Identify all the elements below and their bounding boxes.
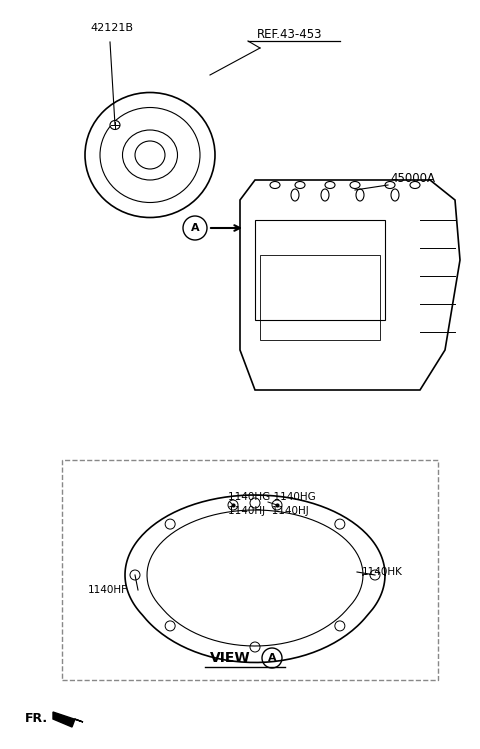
Text: FR.: FR. (25, 712, 48, 724)
Text: 1140HF: 1140HF (88, 585, 128, 595)
Text: 1140HJ  1140HJ: 1140HJ 1140HJ (228, 506, 309, 516)
Text: REF.43-453: REF.43-453 (257, 28, 323, 41)
Bar (62, 460, 438, 680)
Text: A: A (191, 223, 199, 233)
Text: 45000A: 45000A (390, 172, 435, 184)
Ellipse shape (110, 121, 120, 130)
FancyArrowPatch shape (211, 225, 240, 231)
Text: VIEW: VIEW (210, 651, 250, 665)
Bar (255, 220, 385, 320)
Text: 1140HG 1140HG: 1140HG 1140HG (228, 492, 316, 502)
Bar (260, 255, 380, 340)
Text: A: A (268, 653, 276, 663)
Text: 1140HK: 1140HK (362, 567, 403, 577)
Text: 42121B: 42121B (90, 23, 133, 33)
Polygon shape (53, 712, 83, 727)
